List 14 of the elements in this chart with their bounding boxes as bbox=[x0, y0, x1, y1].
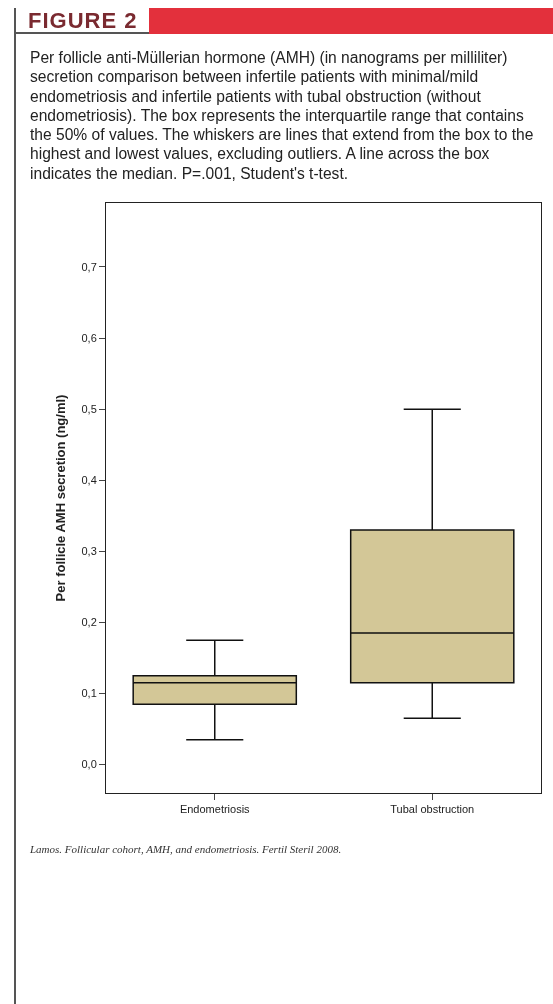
y-tick-label: 0,2 bbox=[81, 616, 97, 629]
text: Lamos. Follicular cohort, AMH, and endometriosis. Fertil Steril 2008. bbox=[29, 843, 343, 856]
y-axis-title: Per follicle AMH secretion (ng/ml) bbox=[53, 394, 69, 602]
y-tick-label: 0,6 bbox=[81, 331, 97, 344]
y-tick-label: 0,1 bbox=[81, 687, 97, 700]
y-tick-label: 0,3 bbox=[81, 545, 97, 558]
chart-subtitle: Per follicle anti-Müllerian hormone (AMH) (in nanograms per milliliter) secretion comparison between infertile patients with minimal/mild endometriosis and infertile patients with tubal obstruction (without endometriosis). The box represents the interquartile range that contains the 50% of values. The whiskers are lines that extend from the box to the highest and lowest values, excluding outliers. A line across the box indicates the median. P=.001, Student's t-test. bbox=[29, 48, 535, 184]
y-tick-label: 0,4 bbox=[81, 474, 97, 487]
x-tick-label: Tubal obstruction bbox=[390, 803, 475, 816]
y-tick-label: 0,5 bbox=[81, 403, 97, 416]
y-tick-label: 0,7 bbox=[81, 260, 97, 273]
chart-title: FIGURE 2 bbox=[16, 8, 150, 34]
x-tick-label: Endometriosis bbox=[179, 803, 251, 816]
y-tick-label: 0,0 bbox=[81, 758, 97, 771]
